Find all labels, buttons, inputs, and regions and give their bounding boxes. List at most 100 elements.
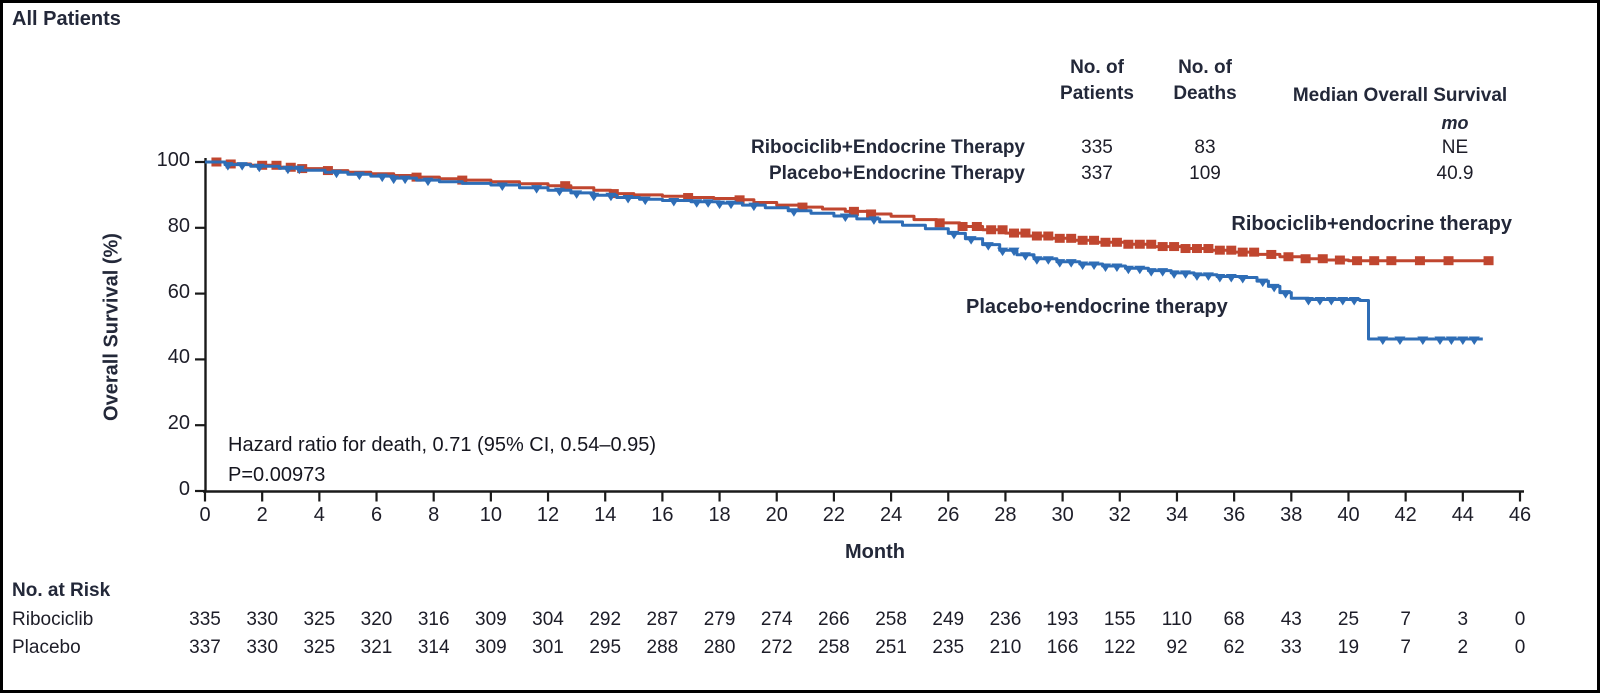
risk-value: 0 — [1514, 637, 1526, 658]
censor-mark-square — [1483, 256, 1494, 266]
risk-value: 166 — [1046, 637, 1079, 658]
risk-value: 274 — [760, 609, 793, 630]
x-tick-label: 24 — [879, 504, 903, 526]
col-header-patients: No. of Patients — [1060, 55, 1134, 107]
risk-value: 288 — [646, 637, 679, 658]
censor-mark-square — [1352, 256, 1363, 266]
censor-mark-square — [1334, 255, 1345, 265]
censor-mark-triangle — [1134, 265, 1146, 275]
x-tick-label: 0 — [199, 504, 211, 526]
censor-mark-square — [1386, 256, 1397, 266]
summary-row-value: 335 — [1081, 137, 1113, 158]
p-value-line: P=0.00973 — [228, 464, 326, 486]
summary-row-value: 337 — [1081, 163, 1113, 184]
risk-value: 251 — [875, 637, 907, 658]
x-tick-label: 6 — [370, 504, 383, 526]
col-header-median-os-unit: mo — [1441, 113, 1469, 133]
col-header-deaths-line1: No. of — [1178, 57, 1232, 78]
censor-mark-square — [1031, 231, 1042, 241]
risk-value: 258 — [818, 637, 850, 658]
censor-mark-square — [1123, 239, 1134, 249]
y-tick-label: 100 — [156, 149, 190, 171]
curve-label-placebo: Placebo+endocrine therapy — [966, 296, 1228, 318]
censor-mark-square — [1283, 252, 1294, 262]
censor-mark-triangle — [1268, 283, 1280, 293]
y-axis-label: Overall Survival (%) — [100, 233, 123, 421]
censor-mark-triangle — [1348, 297, 1360, 306]
censor-mark-triangle — [1214, 273, 1226, 283]
censor-mark-square — [1203, 244, 1214, 254]
hazard-ratio-annotation: Hazard ratio for death, 0.71 (95% CI, 0.… — [228, 430, 656, 490]
censor-mark-triangle — [388, 175, 400, 185]
summary-row-value: NE — [1441, 137, 1469, 158]
censor-mark-triangle — [1065, 259, 1077, 268]
risk-value: 258 — [875, 609, 907, 630]
risk-value: 316 — [417, 609, 450, 630]
censor-mark-triangle — [639, 196, 651, 206]
censor-mark-square — [934, 218, 945, 228]
censor-mark-square — [1249, 247, 1260, 257]
risk-value: 122 — [1103, 637, 1136, 658]
censor-mark-triangle — [1077, 261, 1089, 270]
censor-mark-square — [1191, 244, 1202, 254]
censor-mark-triangle — [571, 190, 583, 199]
x-tick-label: 40 — [1337, 504, 1360, 526]
censor-mark-triangle — [588, 192, 600, 202]
risk-value: 266 — [818, 609, 850, 630]
x-tick-label: 16 — [651, 504, 674, 526]
col-header-patients-line2: Patients — [1060, 83, 1134, 104]
censor-mark-triangle — [725, 200, 737, 210]
risk-value: 68 — [1223, 609, 1245, 630]
censor-mark-triangle — [1325, 297, 1337, 306]
risk-value: 110 — [1161, 609, 1193, 630]
censor-mark-triangle — [1237, 274, 1249, 284]
risk-value: 236 — [989, 609, 1022, 630]
risk-value: 7 — [1400, 609, 1411, 630]
censor-mark-triangle — [293, 165, 305, 175]
censor-mark-square — [1134, 239, 1145, 249]
censor-mark-triangle — [788, 208, 800, 217]
risk-value: 309 — [475, 609, 507, 630]
censor-mark-triangle — [1157, 268, 1169, 277]
censor-mark-triangle — [997, 247, 1009, 257]
risk-value: 33 — [1280, 637, 1302, 658]
censor-mark-triangle — [1434, 336, 1446, 346]
risk-value: 92 — [1166, 637, 1188, 658]
risk-value: 2 — [1457, 637, 1469, 658]
censor-mark-square — [683, 193, 694, 203]
risk-value: 292 — [589, 609, 622, 630]
censor-mark-triangle — [1337, 297, 1349, 306]
censor-mark-triangle — [399, 175, 411, 185]
censor-mark-square — [866, 209, 877, 219]
censor-mark-triangle — [376, 173, 388, 183]
risk-value: 295 — [589, 637, 622, 658]
censor-mark-triangle — [1394, 336, 1406, 346]
y-tick-label: 0 — [178, 478, 190, 500]
censor-mark-triangle — [1088, 261, 1100, 270]
x-tick-label: 4 — [313, 504, 325, 526]
censor-mark-triangle — [965, 236, 977, 245]
censor-mark-square — [1089, 235, 1100, 245]
summary-row-value: 40.9 — [1436, 163, 1474, 184]
censor-mark-triangle — [531, 185, 543, 194]
risk-value: 235 — [932, 637, 965, 658]
risk-value: 335 — [189, 609, 221, 630]
censor-mark-square — [1100, 237, 1111, 247]
x-tick-label: 42 — [1394, 504, 1417, 526]
censor-mark-square — [1300, 254, 1311, 264]
x-tick-label: 38 — [1280, 504, 1303, 526]
risk-value: 304 — [532, 609, 564, 630]
censor-mark-square — [1180, 244, 1191, 254]
placebo-curve — [205, 160, 1483, 341]
col-header-deaths-line2: Deaths — [1173, 83, 1237, 104]
censor-mark-square — [1214, 245, 1225, 255]
censor-mark-triangle — [1417, 336, 1429, 346]
censor-mark-triangle — [691, 199, 703, 208]
risk-value: 337 — [189, 637, 221, 658]
censor-mark-triangle — [1445, 336, 1457, 346]
censor-mark-triangle — [1202, 272, 1214, 281]
censor-mark-triangle — [422, 177, 434, 187]
censor-mark-triangle — [1054, 259, 1066, 268]
censor-mark-triangle — [236, 162, 248, 171]
risk-value: 330 — [246, 637, 279, 658]
